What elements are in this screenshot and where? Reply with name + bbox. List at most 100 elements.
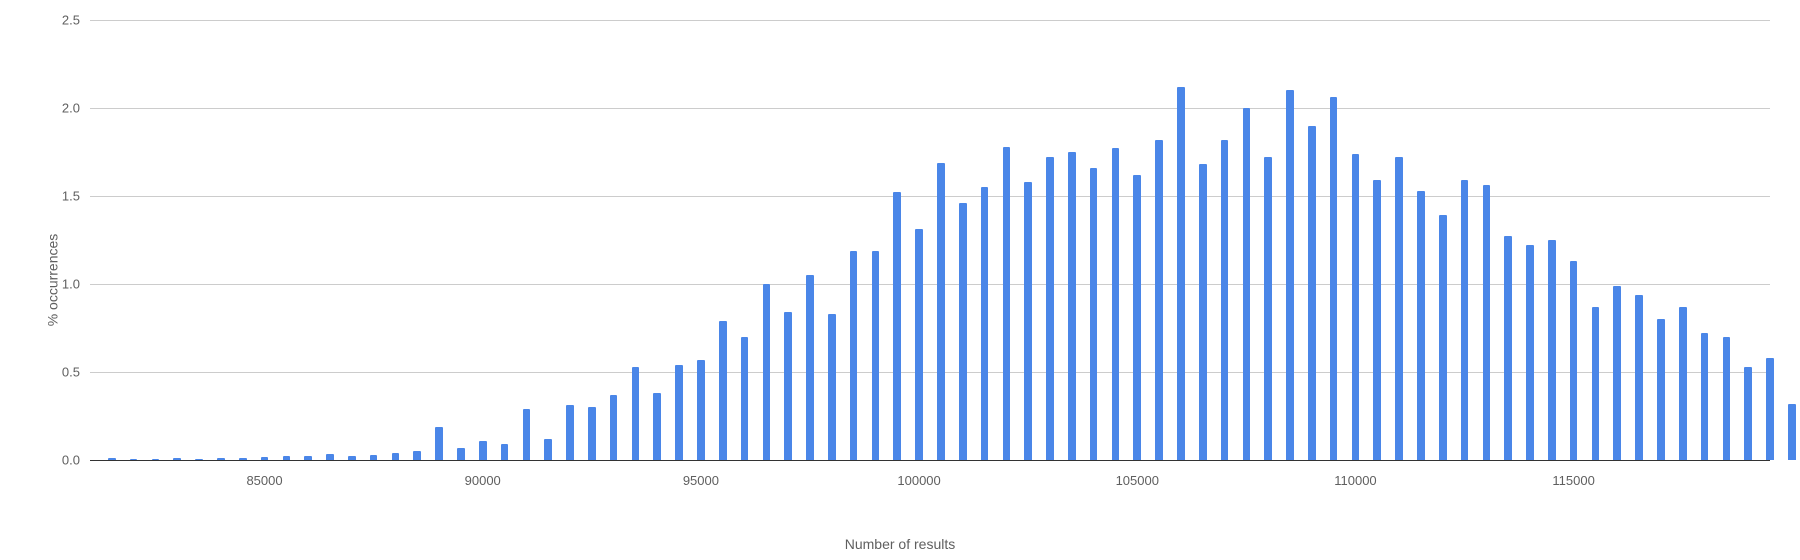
histogram-bar xyxy=(1373,180,1381,460)
histogram-bar xyxy=(653,393,661,460)
histogram-bar xyxy=(1112,148,1120,460)
histogram-bar xyxy=(261,457,269,460)
histogram-bar xyxy=(763,284,771,460)
y-tick-label: 0.0 xyxy=(40,453,80,468)
gridline xyxy=(90,284,1770,285)
histogram-bar xyxy=(326,454,334,460)
y-tick-label: 1.0 xyxy=(40,277,80,292)
histogram-bar xyxy=(937,163,945,460)
histogram-bar xyxy=(784,312,792,460)
histogram-bar xyxy=(1068,152,1076,460)
histogram-bar xyxy=(1286,90,1294,460)
histogram-bar xyxy=(981,187,989,460)
histogram-bar xyxy=(1766,358,1774,460)
gridline xyxy=(90,196,1770,197)
histogram-bar xyxy=(1635,295,1643,460)
histogram-bar xyxy=(152,459,160,460)
histogram-bar xyxy=(130,459,138,460)
histogram-bar xyxy=(1483,185,1491,460)
histogram-bar xyxy=(610,395,618,460)
histogram-chart: % occurrences Number of results 0.00.51.… xyxy=(0,0,1800,560)
histogram-bar xyxy=(675,365,683,460)
gridline xyxy=(90,372,1770,373)
histogram-bar xyxy=(283,456,291,460)
histogram-bar xyxy=(1461,180,1469,460)
x-tick-label: 105000 xyxy=(1116,473,1159,488)
histogram-bar xyxy=(457,448,465,460)
gridline xyxy=(90,108,1770,109)
histogram-bar xyxy=(1504,236,1512,460)
histogram-bar xyxy=(1199,164,1207,460)
histogram-bar xyxy=(566,405,574,460)
histogram-bar xyxy=(719,321,727,460)
histogram-bar xyxy=(697,360,705,460)
histogram-bar xyxy=(1090,168,1098,460)
histogram-bar xyxy=(1155,140,1163,460)
histogram-bar xyxy=(1679,307,1687,460)
histogram-bar xyxy=(479,441,487,460)
histogram-bar xyxy=(1003,147,1011,460)
histogram-bar xyxy=(239,458,247,460)
histogram-bar xyxy=(828,314,836,460)
histogram-bar xyxy=(1308,126,1316,460)
histogram-bar xyxy=(348,456,356,460)
histogram-bar xyxy=(1701,333,1709,460)
histogram-bar xyxy=(413,451,421,460)
histogram-bar xyxy=(304,456,312,460)
x-tick-label: 110000 xyxy=(1334,473,1376,488)
histogram-bar xyxy=(1788,404,1796,460)
histogram-bar xyxy=(1243,108,1251,460)
histogram-bar xyxy=(1613,286,1621,460)
histogram-bar xyxy=(872,251,880,460)
histogram-bar xyxy=(1744,367,1752,460)
x-tick-label: 95000 xyxy=(683,473,719,488)
histogram-bar xyxy=(544,439,552,460)
histogram-bar xyxy=(1570,261,1578,460)
histogram-bar xyxy=(1046,157,1054,460)
histogram-bar xyxy=(1352,154,1360,460)
x-tick-label: 90000 xyxy=(465,473,501,488)
x-tick-label: 100000 xyxy=(897,473,940,488)
gridline xyxy=(90,460,1770,461)
histogram-bar xyxy=(217,458,225,460)
y-tick-label: 2.5 xyxy=(40,13,80,28)
histogram-bar xyxy=(1417,191,1425,460)
histogram-bar xyxy=(1221,140,1229,460)
histogram-bar xyxy=(1395,157,1403,460)
histogram-bar xyxy=(959,203,967,460)
x-axis-label: Number of results xyxy=(0,536,1800,552)
y-tick-label: 1.5 xyxy=(40,189,80,204)
histogram-bar xyxy=(632,367,640,460)
histogram-bar xyxy=(915,229,923,460)
histogram-bar xyxy=(370,455,378,460)
histogram-bar xyxy=(1264,157,1272,460)
histogram-bar xyxy=(1133,175,1141,460)
histogram-bar xyxy=(173,458,181,460)
histogram-bar xyxy=(108,458,116,460)
histogram-bar xyxy=(1330,97,1338,460)
histogram-bar xyxy=(1592,307,1600,460)
histogram-bar xyxy=(1177,87,1185,460)
histogram-bar xyxy=(1439,215,1447,460)
histogram-bar xyxy=(523,409,531,460)
histogram-bar xyxy=(1657,319,1665,460)
histogram-bar xyxy=(806,275,814,460)
x-tick-label: 85000 xyxy=(246,473,282,488)
histogram-bar xyxy=(1024,182,1032,460)
histogram-bar xyxy=(392,453,400,460)
y-tick-label: 0.5 xyxy=(40,365,80,380)
gridline xyxy=(90,20,1770,21)
histogram-bar xyxy=(850,251,858,460)
histogram-bar xyxy=(1723,337,1731,460)
histogram-bar xyxy=(1526,245,1534,460)
histogram-bar xyxy=(435,427,443,460)
x-tick-label: 115000 xyxy=(1552,473,1594,488)
histogram-bar xyxy=(893,192,901,460)
histogram-bar xyxy=(195,459,203,460)
histogram-bar xyxy=(501,444,509,460)
y-tick-label: 2.0 xyxy=(40,101,80,116)
histogram-bar xyxy=(1548,240,1556,460)
plot-area: 0.00.51.01.52.02.58500090000950001000001… xyxy=(90,20,1770,460)
histogram-bar xyxy=(741,337,749,460)
histogram-bar xyxy=(588,407,596,460)
